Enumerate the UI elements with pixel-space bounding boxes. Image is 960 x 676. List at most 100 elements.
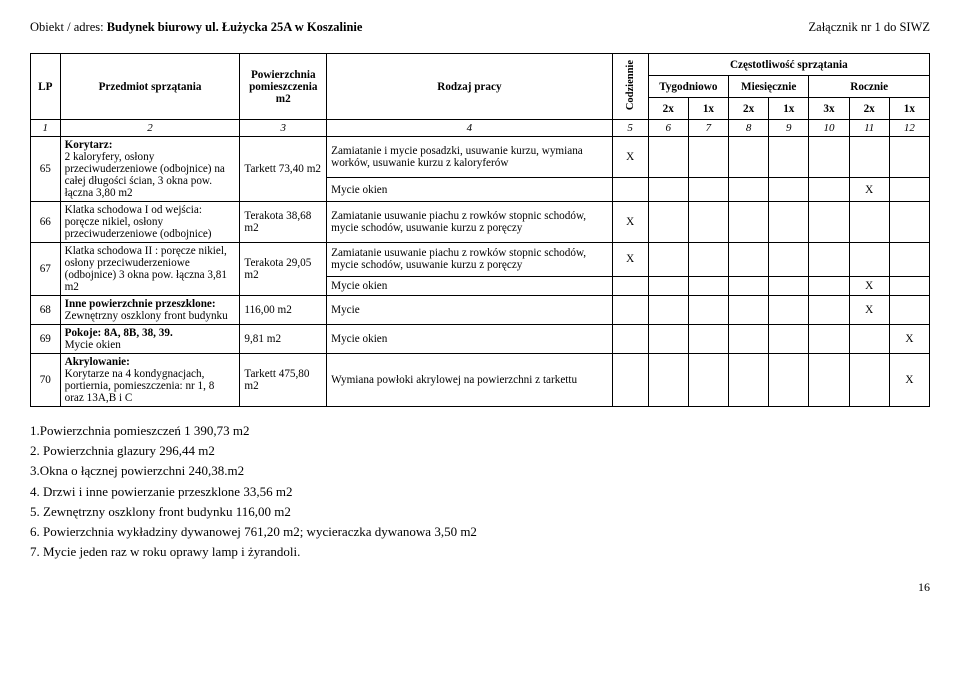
work-cell: Mycie okien — [327, 325, 613, 354]
subject-cell: Klatka schodowa II : poręcze nikiel, osł… — [60, 243, 240, 296]
freq-cell — [889, 137, 929, 178]
obj-label: Obiekt / adres: — [30, 20, 107, 34]
freq-cell — [809, 178, 849, 202]
object-address: Obiekt / adres: Budynek biurowy ul. Łuży… — [30, 20, 362, 35]
work-cell: Zamiatanie i mycie posadzki, usuwanie ku… — [327, 137, 613, 178]
freq-cell — [612, 276, 648, 296]
freq-cell: X — [612, 243, 648, 276]
table-row: 66Klatka schodowa I od wejścia: poręcze … — [31, 202, 930, 243]
th-weekly: Tygodniowo — [648, 76, 728, 98]
freq-cell — [769, 296, 809, 325]
idx-cell: 1 — [31, 120, 61, 137]
summary-line: 2. Powierzchnia glazury 296,44 m2 — [30, 441, 930, 461]
freq-cell — [688, 325, 728, 354]
obj-value: Budynek biurowy ul. Łużycka 25A w Koszal… — [107, 20, 363, 34]
freq-cell — [648, 276, 688, 296]
area-cell: Terakota 38,68 m2 — [240, 202, 327, 243]
index-row: 1 2 3 4 5 6 7 8 9 10 11 12 — [31, 120, 930, 137]
freq-cell — [769, 325, 809, 354]
lp-cell: 70 — [31, 354, 61, 407]
freq-cell — [889, 276, 929, 296]
subject-cell: Pokoje: 8A, 8B, 38, 39.Mycie okien — [60, 325, 240, 354]
summary-line: 5. Zewnętrzny oszklony front budynku 116… — [30, 502, 930, 522]
th-work: Rodzaj pracy — [327, 54, 613, 120]
freq-cell — [648, 296, 688, 325]
freq-cell — [648, 325, 688, 354]
cleaning-schedule-table: LP Przedmiot sprzątania Powierzchnia pom… — [30, 53, 930, 407]
work-cell: Zamiatanie usuwanie piachu z rowków stop… — [327, 243, 613, 276]
idx-cell: 3 — [240, 120, 327, 137]
lp-cell: 67 — [31, 243, 61, 296]
freq-cell — [648, 137, 688, 178]
table-body: 65Korytarz:2 kaloryfery, osłony przeciwu… — [31, 137, 930, 407]
work-cell: Mycie — [327, 296, 613, 325]
idx-cell: 9 — [769, 120, 809, 137]
freq-cell — [809, 276, 849, 296]
th-area: Powierzchnia pomieszczenia m2 — [240, 54, 327, 120]
th-subject: Przedmiot sprzątania — [60, 54, 240, 120]
freq-cell — [889, 202, 929, 243]
header-row: Obiekt / adres: Budynek biurowy ul. Łuży… — [30, 20, 930, 35]
subject-cell: Klatka schodowa I od wejścia: poręcze ni… — [60, 202, 240, 243]
freq-cell — [688, 276, 728, 296]
lp-cell: 66 — [31, 202, 61, 243]
table-head: LP Przedmiot sprzątania Powierzchnia pom… — [31, 54, 930, 137]
summary-line: 7. Mycie jeden raz w roku oprawy lamp i … — [30, 542, 930, 562]
freq-cell — [612, 296, 648, 325]
table-row: 68Inne powierzchnie przeszklone:Zewnętrz… — [31, 296, 930, 325]
table-row: 69Pokoje: 8A, 8B, 38, 39.Mycie okien9,81… — [31, 325, 930, 354]
subject-cell: Korytarz:2 kaloryfery, osłony przeciwude… — [60, 137, 240, 202]
th-sub: 1x — [769, 98, 809, 120]
freq-cell — [809, 354, 849, 407]
freq-cell — [769, 354, 809, 407]
th-sub: 2x — [648, 98, 688, 120]
freq-cell — [849, 137, 889, 178]
idx-cell: 7 — [688, 120, 728, 137]
lp-cell: 69 — [31, 325, 61, 354]
freq-cell — [769, 137, 809, 178]
th-sub: 3x — [809, 98, 849, 120]
work-cell: Mycie okien — [327, 178, 613, 202]
freq-cell — [769, 178, 809, 202]
th-sub: 1x — [688, 98, 728, 120]
freq-cell — [849, 354, 889, 407]
area-cell: 116,00 m2 — [240, 296, 327, 325]
th-sub: 1x — [889, 98, 929, 120]
freq-cell — [729, 276, 769, 296]
th-daily: Codziennie — [612, 54, 648, 120]
freq-cell — [729, 137, 769, 178]
freq-cell — [889, 296, 929, 325]
summary-line: 1.Powierzchnia pomieszczeń 1 390,73 m2 — [30, 421, 930, 441]
freq-cell — [688, 296, 728, 325]
table-row: 65Korytarz:2 kaloryfery, osłony przeciwu… — [31, 137, 930, 178]
freq-cell — [809, 296, 849, 325]
page-number: 16 — [30, 580, 930, 595]
idx-cell: 4 — [327, 120, 613, 137]
freq-cell — [809, 243, 849, 276]
freq-cell — [729, 296, 769, 325]
freq-cell — [849, 325, 889, 354]
idx-cell: 6 — [648, 120, 688, 137]
freq-cell: X — [612, 137, 648, 178]
freq-cell — [648, 202, 688, 243]
freq-cell — [809, 137, 849, 178]
area-cell: Terakota 29,05 m2 — [240, 243, 327, 296]
summary-line: 3.Okna o łącznej powierzchni 240,38.m2 — [30, 461, 930, 481]
freq-cell — [648, 178, 688, 202]
freq-cell — [648, 354, 688, 407]
freq-cell — [688, 137, 728, 178]
freq-cell — [769, 243, 809, 276]
area-cell: Tarkett 475,80 m2 — [240, 354, 327, 407]
work-cell: Zamiatanie usuwanie piachu z rowków stop… — [327, 202, 613, 243]
freq-cell — [729, 178, 769, 202]
attachment-label: Załącznik nr 1 do SIWZ — [809, 20, 930, 35]
subject-cell: Inne powierzchnie przeszklone:Zewnętrzny… — [60, 296, 240, 325]
table-row: 70Akrylowanie:Korytarze na 4 kondygnacja… — [31, 354, 930, 407]
th-monthly: Miesięcznie — [729, 76, 809, 98]
freq-cell: X — [889, 354, 929, 407]
summary-line: 4. Drzwi i inne powierzanie przeszklone … — [30, 482, 930, 502]
freq-cell — [729, 354, 769, 407]
freq-cell — [809, 325, 849, 354]
idx-cell: 10 — [809, 120, 849, 137]
freq-cell: X — [849, 276, 889, 296]
